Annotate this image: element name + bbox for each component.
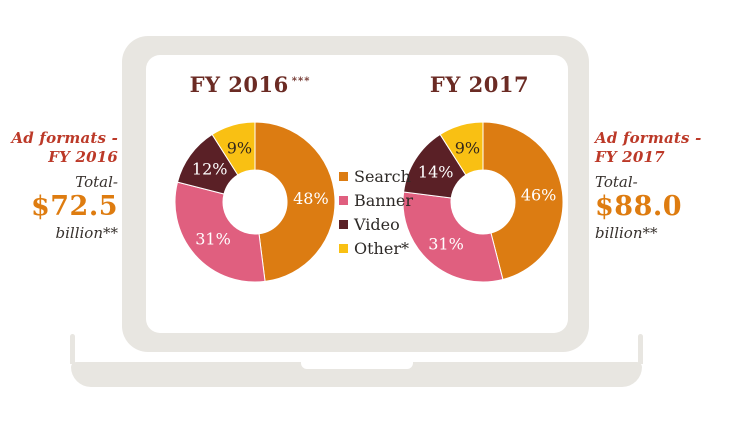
chart-title-fy2016: FY 2016 *** (150, 72, 350, 97)
legend-item-video: Video (339, 212, 413, 236)
slice-percentage-label: 9% (227, 139, 252, 158)
panel-total-amount: $88.0 (595, 191, 683, 222)
laptop-hinge-right (638, 334, 643, 364)
legend-item-search: Search (339, 164, 413, 188)
slice-percentage-label: 46% (521, 186, 557, 205)
chart-title-fy2016-text: FY 2016 (189, 72, 289, 97)
panel-heading-line2: FY 2017 (595, 148, 665, 166)
panel-heading-line1: Ad formats - (595, 129, 702, 147)
donut-slice-banner (402, 191, 504, 283)
legend-marker-video-icon (339, 219, 348, 229)
panel-total-unit: billion** (595, 224, 658, 242)
chart-title-fy2017: FY 2017 (381, 72, 581, 97)
annotation-panel-fy2017: Ad formats - FY 2017 Total- $88.0 billio… (595, 129, 733, 243)
laptop-hinge-left (70, 334, 75, 364)
laptop-base-notch (301, 362, 413, 369)
chart-title-fy2017-text: FY 2017 (429, 72, 530, 97)
legend-label: Search (354, 166, 411, 186)
legend-marker-other-icon (339, 243, 348, 253)
slice-percentage-label: 31% (195, 230, 231, 249)
donut-slice-other (211, 121, 256, 176)
legend-label: Video (354, 214, 400, 234)
donut-slice-other (439, 121, 484, 176)
panel-total-amount: $72.5 (30, 191, 118, 222)
donut-chart-fy2016: 48% 31% 12% 9% (174, 121, 336, 283)
donut-slice-search (254, 121, 336, 282)
legend-label: Banner (354, 190, 414, 210)
chart-title-fy2016-footnote-marker: *** (291, 76, 311, 87)
slice-percentage-label: 48% (293, 189, 329, 208)
legend-marker-search-icon (339, 171, 348, 181)
legend-item-banner: Banner (339, 188, 413, 212)
annotation-panel-fy2016: Ad formats - FY 2016 Total- $72.5 billio… (4, 129, 118, 243)
donut-slice-banner (174, 181, 266, 283)
panel-heading-line1: Ad formats - (11, 129, 118, 147)
donut-slice-search (482, 121, 564, 281)
slice-percentage-label: 12% (192, 160, 228, 179)
slice-percentage-label: 31% (428, 235, 464, 254)
panel-total-label: Total- (595, 173, 638, 191)
legend-label: Other* (354, 238, 409, 258)
legend-marker-banner-icon (339, 195, 348, 205)
slice-percentage-label: 14% (418, 163, 454, 182)
donut-chart-fy2017: 46% 31% 14%9% (402, 121, 564, 283)
panel-total-label: Total- (75, 173, 118, 191)
panel-total-unit: billion** (55, 224, 118, 242)
panel-heading-line2: FY 2016 (48, 148, 118, 166)
slice-percentage-label: 9% (455, 139, 480, 158)
chart-legend: Search Banner Video Other* (339, 164, 413, 260)
legend-item-other: Other* (339, 236, 413, 260)
